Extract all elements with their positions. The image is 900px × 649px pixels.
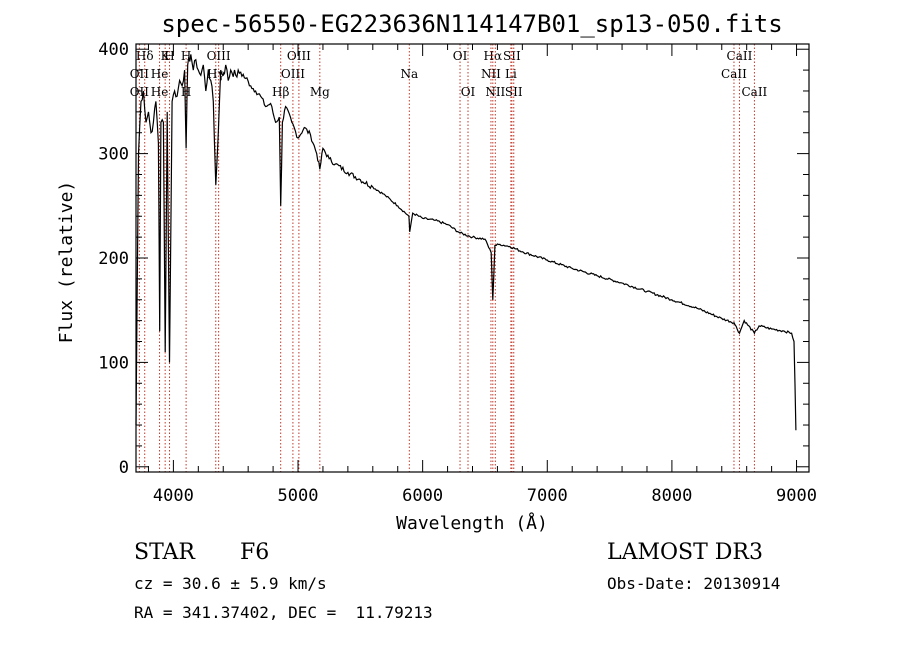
ra-dec: RA = 341.37402, DEC = 11.79213 [134, 603, 433, 622]
marker-label: H [164, 49, 174, 63]
marker-label: CaII [741, 85, 767, 99]
marker-label: Na [400, 67, 418, 81]
x-tick-label: 8000 [651, 486, 692, 506]
y-tick-label: 300 [98, 145, 129, 165]
y-tick-label: 400 [98, 40, 129, 60]
x-tick-label: 9000 [776, 486, 817, 506]
survey-name: LAMOST DR3 [607, 540, 763, 565]
marker-label: Hδ [136, 49, 154, 63]
marker-label: CaII [727, 49, 753, 63]
x-tick-label: 4000 [153, 486, 194, 506]
marker-label: H [181, 85, 191, 99]
marker-label: Hβ [272, 85, 289, 99]
y-axis: 0 100 200 300 400 [98, 40, 809, 478]
marker-label: SII [505, 85, 523, 99]
object-subclass: F6 [240, 540, 270, 565]
marker-label: OII [130, 67, 150, 81]
y-tick-label: 200 [98, 249, 129, 269]
marker-label: NII [481, 67, 501, 81]
chart-title: spec-56550-EG223636N114147B01_sp13-050.f… [161, 10, 782, 38]
y-tick-label: 0 [119, 458, 129, 478]
flux-series-line [135, 54, 797, 431]
x-tick-label: 5000 [278, 486, 319, 506]
marker-label: OIII [207, 49, 231, 63]
object-class: STAR [134, 540, 195, 565]
marker-label: H [181, 49, 191, 63]
marker-label: CaII [721, 67, 747, 81]
marker-label: Hα [484, 49, 503, 63]
marker-label: SII [503, 49, 521, 63]
marker-label: He [151, 67, 169, 81]
x-tick-label: 6000 [402, 486, 443, 506]
marker-label: Li [505, 67, 517, 81]
marker-label: He [151, 85, 169, 99]
plot-frame [135, 43, 810, 473]
marker-label: OI [453, 49, 468, 63]
marker-label: NII [485, 85, 505, 99]
marker-label: Mg [310, 85, 330, 99]
redshift-cz: cz = 30.6 ± 5.9 km/s [134, 574, 327, 593]
obs-date: Obs-Date: 20130914 [607, 574, 781, 593]
y-axis-label: Flux (relative) [56, 181, 77, 344]
marker-label: OIII [287, 49, 311, 63]
x-axis: 4000 5000 6000 7000 8000 9000 [147, 44, 817, 506]
marker-label: K [161, 49, 171, 63]
marker-label: OIII [281, 67, 305, 81]
marker-label: OI [461, 85, 476, 99]
x-axis-label: Wavelength (Å) [396, 512, 548, 534]
y-tick-label: 100 [98, 353, 129, 373]
marker-label: OII [130, 85, 150, 99]
x-tick-label: 7000 [527, 486, 568, 506]
